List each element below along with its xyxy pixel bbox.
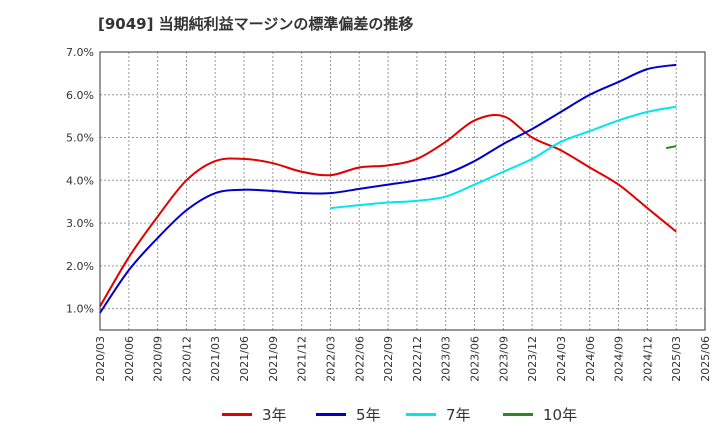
plot-area [100,52,705,330]
series-line-0 [99,114,677,307]
x-tick-label: 2024/06 [584,336,597,382]
legend-label: 7年 [446,405,471,424]
legend-swatch [406,412,436,416]
legend-item: 3年 [222,401,287,427]
x-tick-label: 2022/12 [411,336,424,382]
legend-label: 5年 [356,405,381,424]
x-tick-label: 2025/03 [670,336,683,382]
x-tick-label: 2025/06 [699,336,712,382]
x-tick-label: 2024/12 [641,336,654,382]
x-tick-label: 2021/09 [267,336,280,382]
x-tick-label: 2020/12 [180,336,193,382]
legend-label: 10年 [543,405,578,424]
legend-item: 7年 [406,401,471,427]
x-tick-label: 2024/09 [613,336,626,382]
x-tick-label: 2023/03 [440,336,453,382]
chart-title: [9049] 当期純利益マージンの標準偏差の推移 [98,15,414,33]
legend: 3年 5年 7年 10年 [0,401,720,431]
legend-item: 5年 [316,401,381,427]
legend-swatch [222,412,252,416]
x-tick-label: 2020/06 [123,336,136,382]
x-tick-label: 2020/09 [152,336,165,382]
x-tick-label: 2022/03 [324,336,337,382]
y-tick-label: 1.0% [66,303,94,316]
x-tick-label: 2023/12 [526,336,539,382]
y-tick-label: 3.0% [66,217,94,230]
x-tick-label: 2022/06 [353,336,366,382]
y-tick-label: 4.0% [66,174,94,187]
plot-frame [99,51,706,331]
x-tick-label: 2023/06 [469,336,482,382]
y-tick-label: 7.0% [66,46,94,59]
legend-label: 3年 [262,405,287,424]
y-tick-label: 5.0% [66,132,94,145]
series-line-2 [330,105,677,210]
legend-item: 10年 [503,401,577,427]
legend-swatch [503,412,533,416]
x-tick-label: 2022/09 [382,336,395,382]
x-tick-label: 2021/12 [296,336,309,382]
y-tick-label: 2.0% [66,260,94,273]
x-tick-label: 2021/06 [238,336,251,382]
series-line-3 [665,145,677,150]
legend-swatch [316,412,346,416]
series-line-1 [99,63,677,314]
x-tick-label: 2024/03 [555,336,568,382]
x-tick-label: 2021/03 [209,336,222,382]
y-tick-label: 6.0% [66,89,94,102]
x-tick-label: 2020/03 [94,336,107,382]
x-tick-label: 2023/09 [497,336,510,382]
